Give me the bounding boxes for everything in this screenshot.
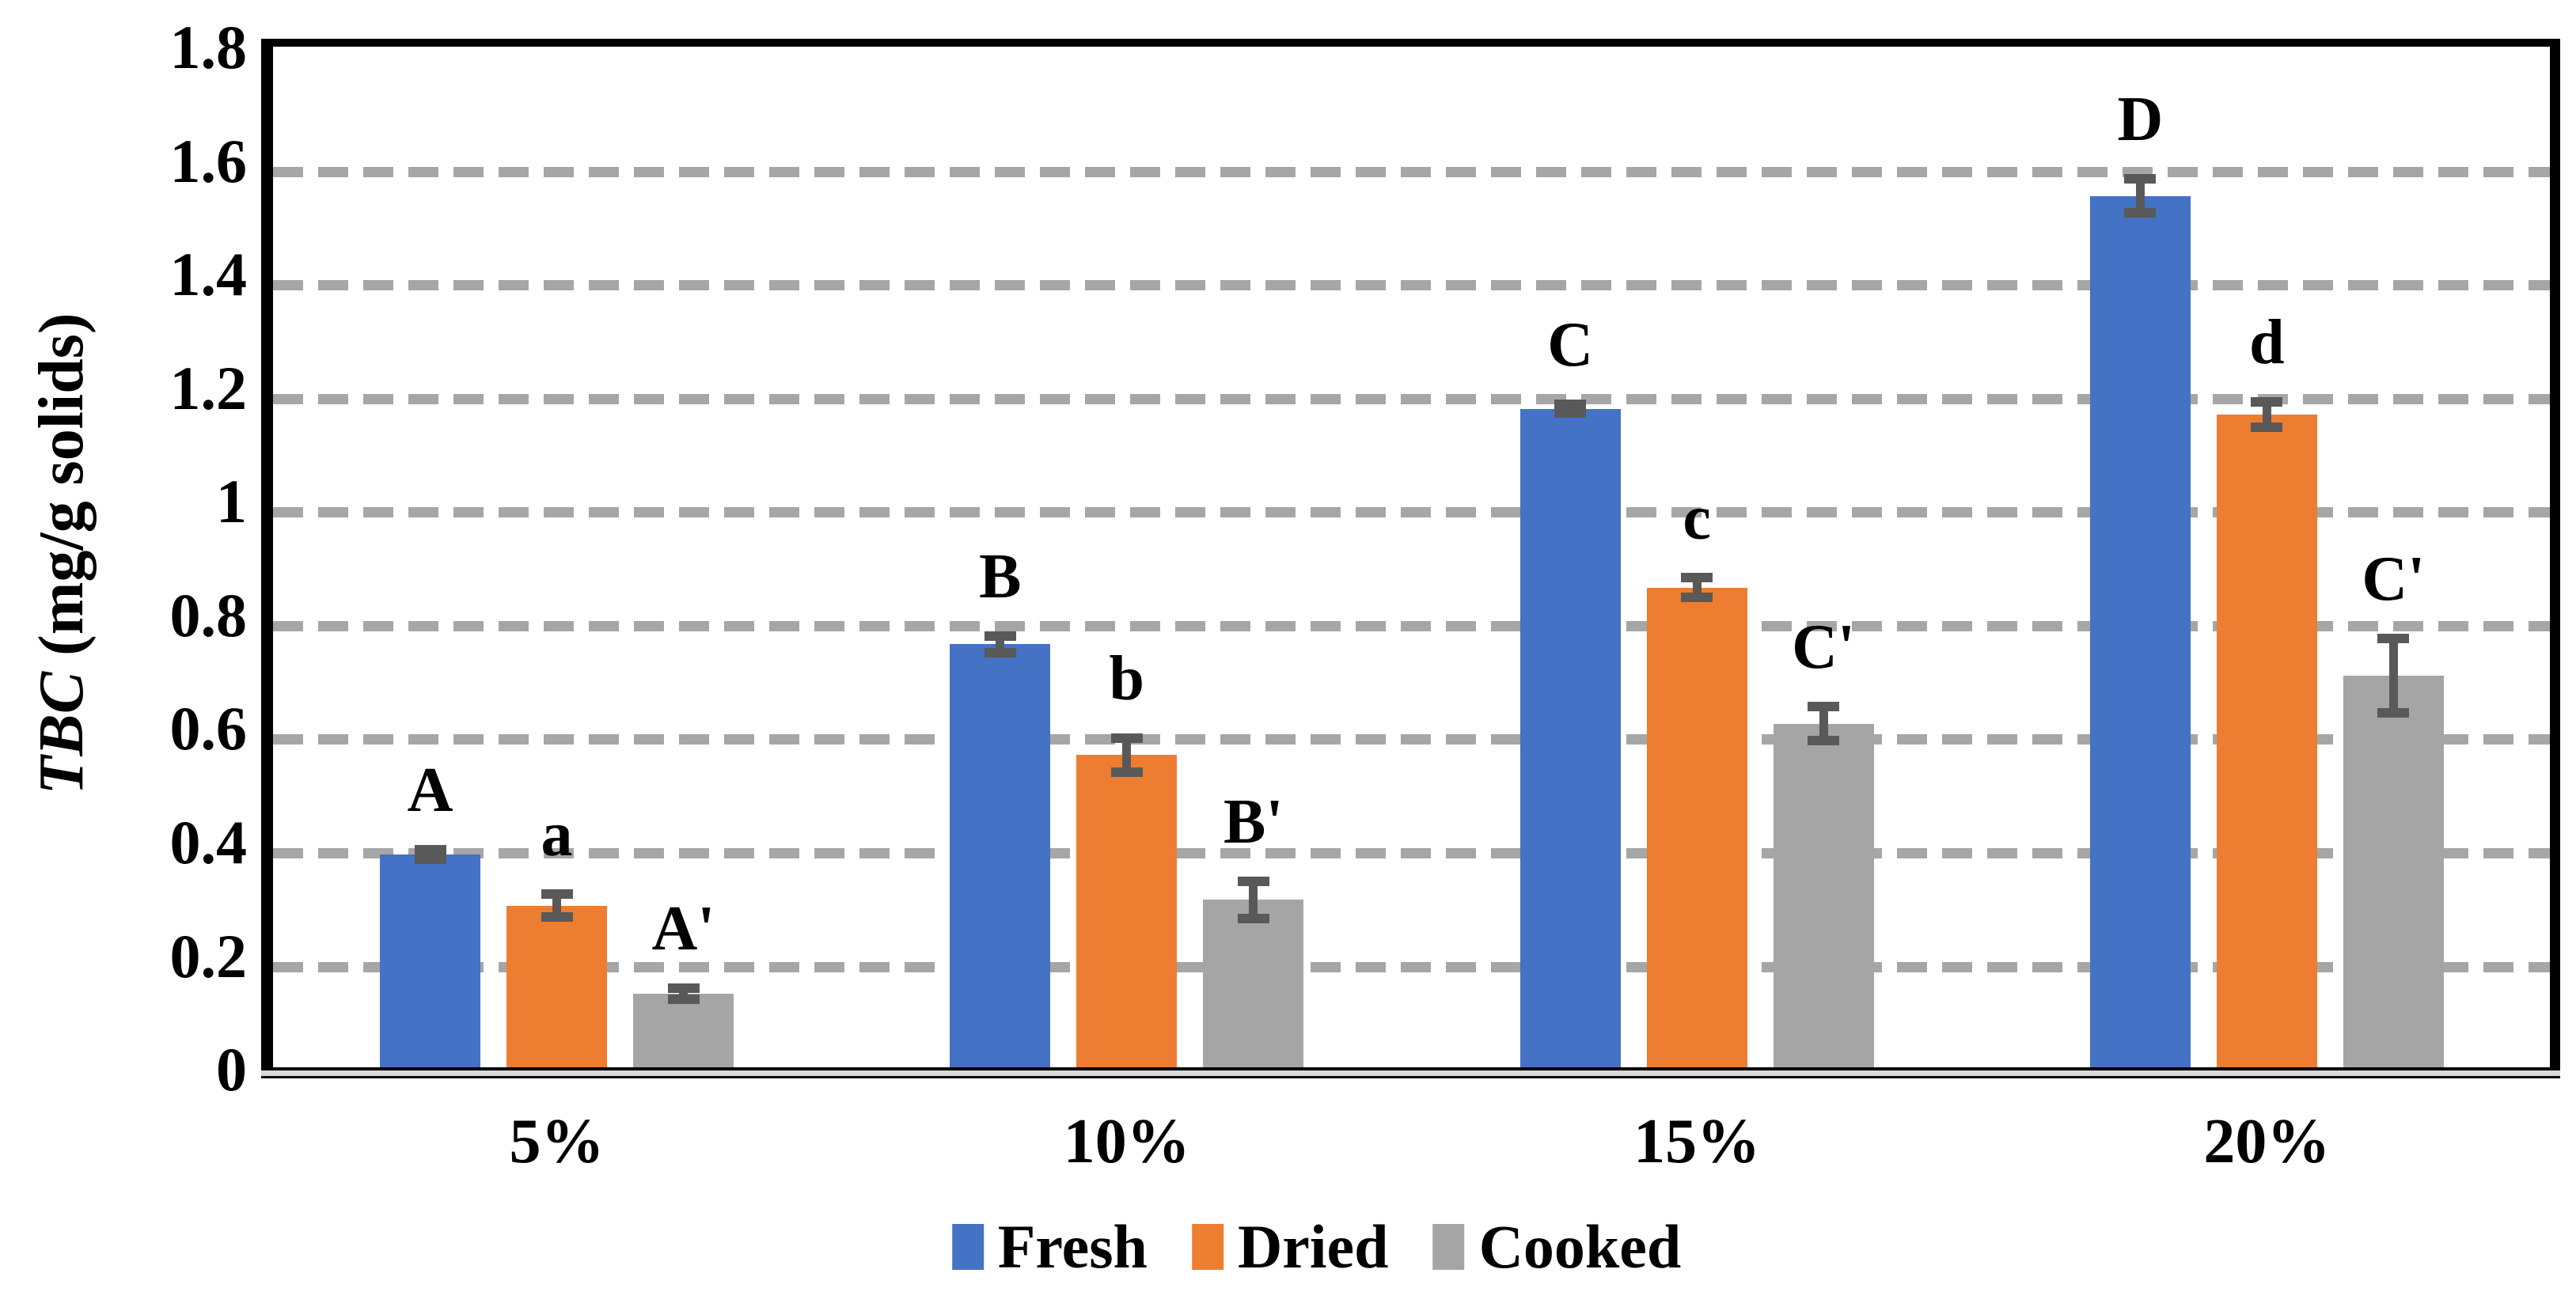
error-bar-cap-top: [1110, 733, 1143, 743]
error-bar-stem: [996, 635, 1005, 654]
significance-letter: B: [979, 541, 1022, 612]
legend: Fresh Dried Cooked: [951, 1212, 1682, 1281]
error-bar-cap-top: [1808, 702, 1840, 712]
legend-swatch-dried: [1191, 1224, 1224, 1270]
significance-letter: A': [651, 893, 715, 964]
x-axis-line: [261, 1067, 2560, 1078]
significance-letter: a: [541, 800, 573, 870]
y-tick-label-0: 0: [216, 1035, 247, 1104]
error-bar-cap-top: [2377, 634, 2410, 644]
legend-label-cooked: Cooked: [1478, 1212, 1682, 1281]
error-bar-cap-bottom: [2124, 208, 2157, 218]
legend-item-cooked: Cooked: [1432, 1212, 1682, 1281]
legend-item-dried: Dried: [1191, 1212, 1389, 1281]
error-bar-cap-bottom: [1681, 592, 1713, 602]
bar-fresh-15%: [1519, 408, 1621, 1067]
bar-fresh-5%: [380, 854, 480, 1067]
error-bar-stem: [1122, 737, 1132, 772]
significance-letter: C: [1547, 309, 1593, 380]
error-bar-stem: [1819, 707, 1828, 741]
gridline-0.4: [273, 848, 2550, 858]
y-tick-label-1.4: 1.4: [169, 240, 248, 309]
significance-letter: c: [1683, 483, 1711, 554]
error-bar-cap-top: [2124, 174, 2157, 184]
significance-letter: C': [2362, 544, 2426, 615]
error-bar-stem: [679, 987, 688, 999]
error-bar-cap-bottom: [667, 994, 700, 1004]
error-bar-cap-bottom: [2377, 707, 2410, 718]
y-tick-label-1: 1: [216, 467, 247, 536]
y-tick-label-0.2: 0.2: [169, 921, 248, 991]
gridline-0.6: [273, 734, 2550, 745]
error-bar-cap-top: [984, 631, 1016, 641]
x-axis-label-5%: 5%: [509, 1107, 605, 1176]
error-bar-cap-bottom: [1110, 767, 1143, 777]
error-bar-stem: [552, 894, 561, 917]
significance-letter: A: [407, 756, 453, 826]
error-bar-cap-top: [1681, 573, 1713, 583]
error-bar-cap-bottom: [1237, 914, 1269, 923]
y-axis-title-units: (mg/g solids): [27, 313, 97, 672]
error-bar-cap-bottom: [984, 648, 1016, 658]
y-tick-label-1.2: 1.2: [169, 353, 248, 422]
significance-letter: C': [1792, 612, 1856, 683]
error-bar-cap-bottom: [1808, 736, 1840, 746]
error-bar-stem: [2262, 401, 2271, 427]
error-bar-cap-top: [2251, 397, 2283, 407]
gridline-1.4: [273, 280, 2550, 291]
bar-dried-20%: [2216, 414, 2317, 1067]
legend-swatch-fresh: [951, 1224, 984, 1270]
significance-letter: B': [1224, 786, 1284, 857]
legend-label-dried: Dried: [1237, 1212, 1389, 1281]
error-bar-cap-top: [1237, 876, 1269, 886]
significance-letter: b: [1109, 643, 1145, 714]
error-bar-cap-top: [541, 889, 573, 900]
bar-dried-5%: [506, 905, 607, 1067]
significance-letter: D: [2117, 85, 2164, 154]
bar-fresh-20%: [2089, 195, 2191, 1067]
error-bar-cap-bottom: [2251, 422, 2283, 432]
error-bar-stem: [1692, 578, 1702, 597]
y-tick-label-0.8: 0.8: [169, 580, 248, 650]
y-tick-label-0.6: 0.6: [169, 694, 248, 763]
error-bar-cap-bottom: [541, 911, 573, 922]
bar-cooked-15%: [1773, 723, 1874, 1067]
y-tick-label-1.8: 1.8: [169, 13, 248, 82]
bar-cooked-10%: [1203, 900, 1304, 1067]
error-bar-cap-top: [1554, 399, 1587, 409]
error-bar-cap-bottom: [1554, 408, 1587, 419]
legend-swatch-cooked: [1432, 1224, 1465, 1270]
error-bar-cap-top: [414, 845, 446, 855]
legend-item-fresh: Fresh: [951, 1212, 1148, 1281]
bar-cooked-20%: [2343, 675, 2444, 1067]
x-axis-label-10%: 10%: [1063, 1107, 1190, 1176]
bar-cooked-5%: [633, 993, 734, 1067]
gridline-0.8: [273, 620, 2550, 631]
error-bar-stem: [2135, 178, 2145, 213]
error-bar-stem: [2388, 638, 2398, 713]
y-axis-title: TBC (mg/g solids): [27, 313, 97, 795]
gridline-0.2: [273, 961, 2550, 972]
gridline-1: [273, 507, 2550, 518]
gridline-1.6: [273, 166, 2550, 177]
error-bar-cap-bottom: [414, 854, 446, 864]
legend-label-fresh: Fresh: [997, 1212, 1148, 1281]
significance-letter: d: [2249, 308, 2285, 377]
bar-fresh-10%: [950, 644, 1051, 1067]
x-axis-label-15%: 15%: [1633, 1107, 1761, 1176]
x-axis-label-20%: 20%: [2203, 1107, 2331, 1176]
error-bar-stem: [1249, 881, 1258, 919]
error-bar-cap-top: [667, 983, 700, 993]
y-axis-title-abbrev: TBC: [27, 671, 97, 795]
bar-dried-10%: [1076, 755, 1178, 1067]
gridline-1.2: [273, 393, 2550, 404]
y-tick-label-0.4: 0.4: [169, 808, 248, 877]
y-tick-label-1.6: 1.6: [169, 126, 248, 195]
bar-dried-15%: [1646, 587, 1747, 1067]
